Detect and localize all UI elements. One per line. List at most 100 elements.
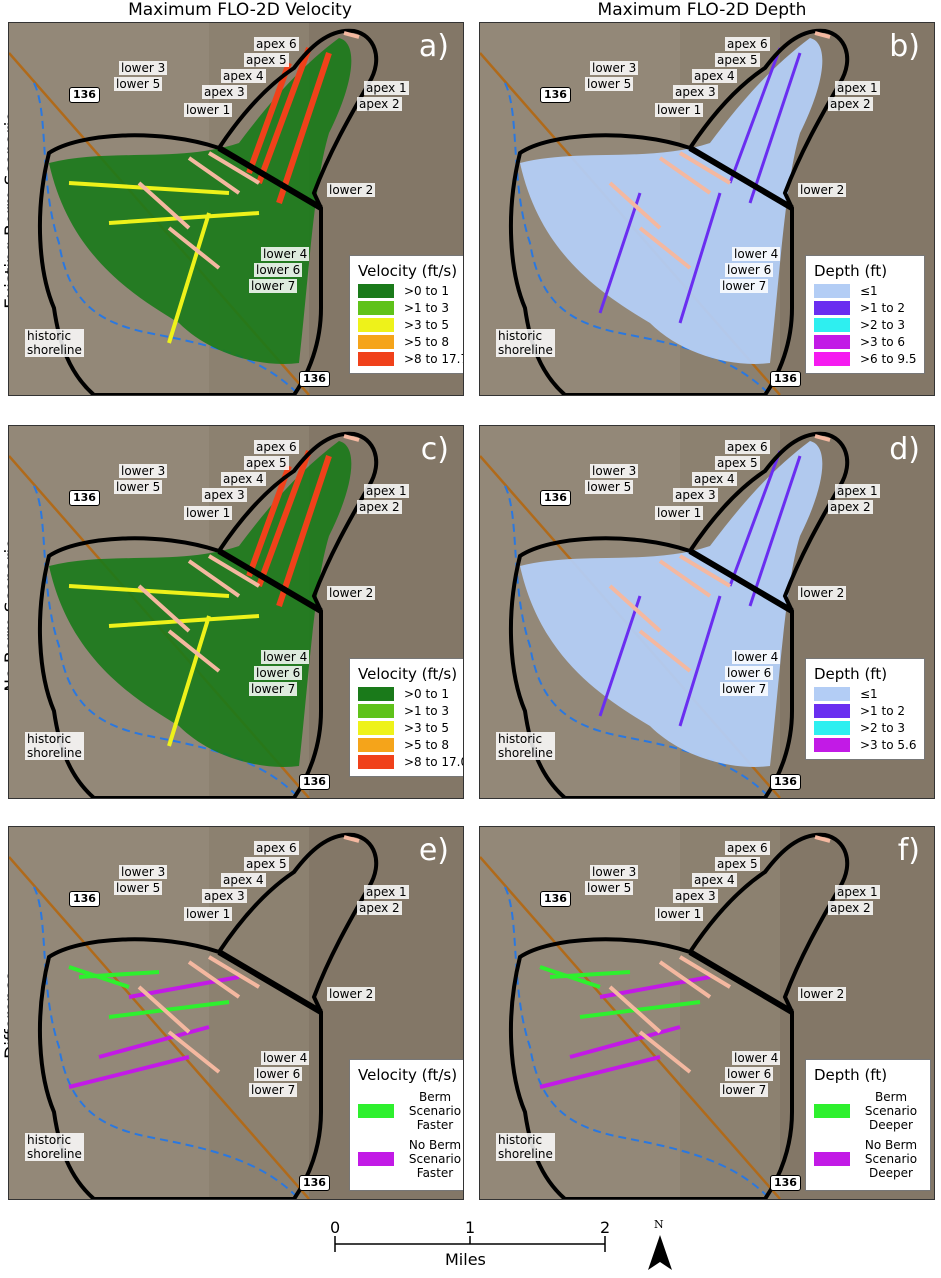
historic-text: historic [27,329,72,343]
map-panel-e: e) apex 6 apex 5 apex 4 apex 3 lower 1 lower 3… [8,826,464,1200]
legend-swatch [358,1152,394,1166]
legend-item: >8 to 17.0 [358,755,464,769]
label-lower6: lower 6 [725,1067,774,1081]
legend-item: Berm Scenario Deeper [814,1090,922,1132]
legend-label: Berm Scenario Faster [408,1090,462,1132]
legend-swatch [814,1152,850,1166]
route-136-shield: 136 [299,1175,330,1191]
legend-label: >3 to 5 [404,721,449,735]
label-lower2: lower 2 [798,183,847,197]
route-136-shield: 136 [299,774,330,790]
legend-item: >0 to 1 [358,284,463,298]
legend-item: >6 to 9.5 [814,352,916,366]
label-apex5: apex 5 [715,456,760,470]
legend-swatch [358,352,394,366]
legend: Velocity (ft/s) Berm Scenario Faster No Be… [349,1059,463,1191]
north-arrow-icon: N [640,1218,680,1273]
label-apex3: apex 3 [202,889,247,903]
label-lower1: lower 1 [184,506,233,520]
map-panel-a: a) apex 6 apex 5 apex 4 apex 3 lower 1 lower 3… [8,22,464,396]
label-lower7: lower 7 [249,682,298,696]
label-lower2: lower 2 [327,586,376,600]
label-apex4: apex 4 [692,472,737,486]
legend-label: ≤1 [860,687,878,701]
label-apex6: apex 6 [725,841,770,855]
label-apex1: apex 1 [835,81,880,95]
legend-swatch [358,738,394,752]
legend: Velocity (ft/s) >0 to 1 >1 to 3 >3 to 5 >5 t… [349,255,463,374]
legend-item: >1 to 3 [358,301,463,315]
route-136-shield: 136 [540,87,571,103]
label-lower1: lower 1 [655,506,704,520]
label-historic-shoreline: historic shoreline [496,732,555,760]
legend-item: >5 to 8 [358,738,463,752]
legend-item: ≤1 [814,284,916,298]
label-apex6: apex 6 [254,440,299,454]
label-historic-shoreline: historic shoreline [25,329,84,357]
label-apex4: apex 4 [692,69,737,83]
label-lower6: lower 6 [725,666,774,680]
label-apex4: apex 4 [221,472,266,486]
label-apex1: apex 1 [835,484,880,498]
legend-label: ≤1 [860,284,878,298]
label-lower5: lower 5 [585,881,634,895]
label-apex3: apex 3 [673,85,718,99]
label-lower6: lower 6 [254,1067,303,1081]
label-lower4: lower 4 [732,247,781,261]
legend-item: >8 to 17.7 [358,352,463,366]
historic-text: historic [498,732,543,746]
legend-title: Velocity (ft/s) [358,262,458,280]
legend-swatch [358,704,394,718]
scale-tick-2: 2 [600,1218,611,1237]
historic-text: historic [498,1133,543,1147]
legend: Depth (ft) ≤1 >1 to 2 >2 to 3 >3 to 5.6 [805,658,926,760]
legend-item: >3 to 6 [814,335,916,349]
legend-label: No Berm Scenario Deeper [864,1138,918,1180]
legend-title: Depth (ft) [814,262,888,280]
legend-label: >1 to 3 [404,301,449,315]
legend-title: Velocity (ft/s) [358,1066,458,1084]
legend-label: >1 to 2 [860,301,905,315]
label-lower7: lower 7 [720,682,769,696]
route-136-shield: 136 [69,87,100,103]
legend-item: Berm Scenario Faster [358,1090,463,1132]
legend-item: >5 to 8 [358,335,463,349]
label-historic-shoreline: historic shoreline [496,329,555,357]
historic-text: historic [27,1133,72,1147]
legend-swatch [814,1104,850,1118]
legend-item: >1 to 2 [814,704,916,718]
legend-label: >2 to 3 [860,721,905,735]
legend-swatch [814,687,850,701]
legend-item: >3 to 5 [358,721,463,735]
shoreline-text: shoreline [27,746,82,760]
legend-swatch [814,318,850,332]
legend-swatch [814,704,850,718]
label-lower3: lower 3 [590,865,639,879]
legend-item: >2 to 3 [814,318,916,332]
label-lower6: lower 6 [725,263,774,277]
legend-label: >1 to 3 [404,704,449,718]
panel-letter: d) [889,432,920,467]
label-lower3: lower 3 [119,61,168,75]
route-136-shield: 136 [770,774,801,790]
label-lower1: lower 1 [655,103,704,117]
label-lower2: lower 2 [798,987,847,1001]
scale-tick-1: 1 [465,1218,476,1237]
legend: Depth (ft) ≤1 >1 to 2 >2 to 3 >3 to 6 >6 to 9… [805,255,926,374]
label-apex1: apex 1 [364,484,409,498]
label-apex3: apex 3 [202,85,247,99]
legend: Velocity (ft/s) >0 to 1 >1 to 3 >3 to 5 >5 t… [349,658,464,777]
legend-label: >8 to 17.0 [404,755,464,769]
route-136-shield: 136 [299,371,330,387]
route-136-shield: 136 [540,891,571,907]
label-lower3: lower 3 [119,865,168,879]
legend-item: >1 to 2 [814,301,916,315]
legend-swatch [358,721,394,735]
scale-tick-0: 0 [330,1218,341,1237]
label-lower2: lower 2 [798,586,847,600]
panel-letter: c) [420,432,449,467]
label-apex6: apex 6 [725,440,770,454]
map-panel-b: b) apex 6 apex 5 apex 4 apex 3 lower 1 lower 3… [479,22,935,396]
label-lower5: lower 5 [114,77,163,91]
historic-text: historic [498,329,543,343]
